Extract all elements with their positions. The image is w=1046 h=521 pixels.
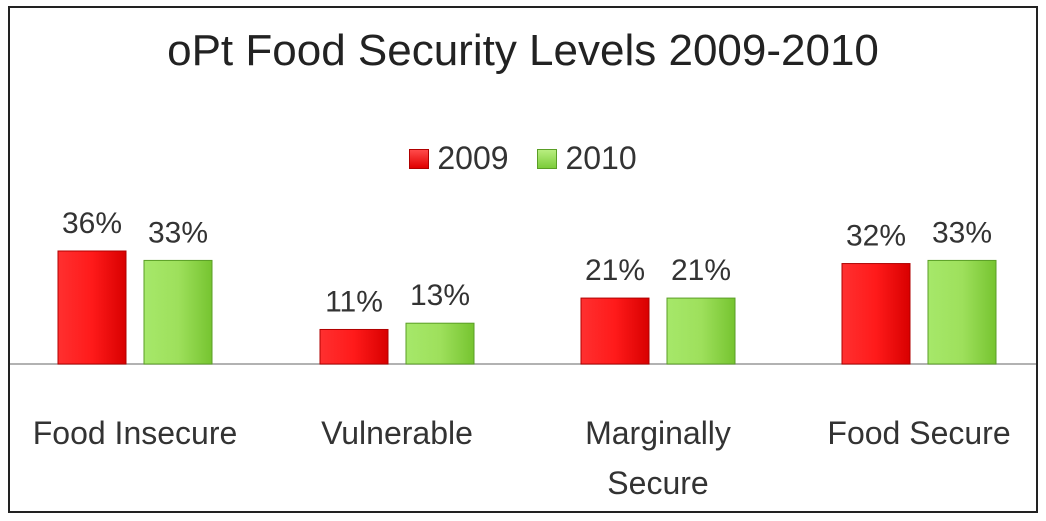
legend-item-2009: 2009 bbox=[409, 140, 509, 177]
x-tick-label-food-insecure: Food Insecure bbox=[33, 415, 238, 451]
data-label-2009-vulnerable: 11% bbox=[325, 285, 383, 318]
data-label-2010-food-insecure: 33% bbox=[148, 216, 208, 249]
x-tick-label-marginally-secure-line1: Marginally bbox=[585, 415, 731, 451]
bar-2009-food-secure bbox=[841, 263, 911, 365]
chart-legend: 2009 2010 bbox=[0, 138, 1046, 177]
legend-item-2010: 2010 bbox=[537, 140, 637, 177]
chart-frame bbox=[8, 6, 1038, 513]
x-tick-label-vulnerable: Vulnerable bbox=[321, 415, 473, 451]
x-tick-label-marginally-secure-line2: Secure bbox=[607, 465, 708, 501]
legend-label-2009: 2009 bbox=[437, 140, 509, 177]
bar-2010-vulnerable bbox=[405, 322, 475, 365]
bar-2010-food-secure bbox=[927, 259, 997, 365]
legend-swatch-2009 bbox=[409, 148, 430, 169]
bar-2009-vulnerable bbox=[319, 328, 389, 365]
data-label-2009-food-secure: 32% bbox=[846, 220, 906, 253]
data-label-2010-vulnerable: 13% bbox=[410, 279, 470, 312]
chart-title: oPt Food Security Levels 2009-2010 bbox=[167, 26, 879, 75]
bar-2009-marginally-secure bbox=[580, 297, 650, 365]
bar-2010-food-insecure bbox=[143, 259, 213, 365]
legend-label-2010: 2010 bbox=[565, 140, 637, 177]
data-label-2009-marginally-secure: 21% bbox=[585, 254, 645, 287]
data-label-2010-food-secure: 33% bbox=[932, 216, 992, 249]
bar-2010-marginally-secure bbox=[666, 297, 736, 365]
legend-swatch-2010 bbox=[537, 148, 558, 169]
bar-2009-food-insecure bbox=[57, 250, 127, 365]
data-label-2010-marginally-secure: 21% bbox=[671, 254, 731, 287]
data-label-2009-food-insecure: 36% bbox=[62, 207, 122, 240]
x-tick-label-food-secure: Food Secure bbox=[827, 415, 1010, 451]
